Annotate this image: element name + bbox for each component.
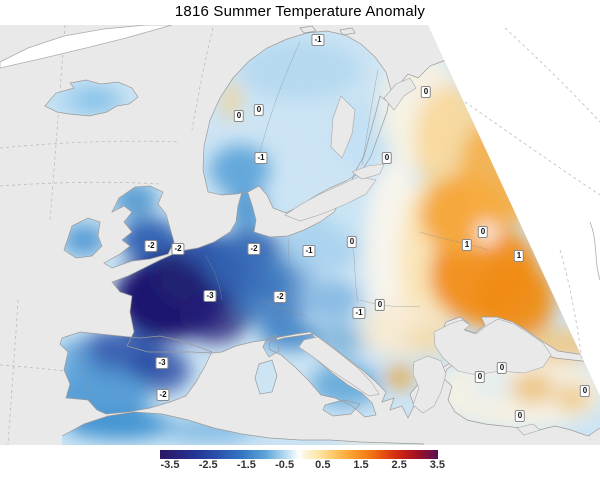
contour-label: 0 bbox=[514, 410, 526, 422]
contour-label: 0 bbox=[253, 104, 265, 116]
contour-label: -1 bbox=[302, 245, 316, 257]
adriatic-sea bbox=[298, 336, 380, 397]
contour-label: -2 bbox=[247, 243, 261, 255]
colorbar-tick: 1.5 bbox=[353, 459, 369, 471]
black-sea bbox=[433, 318, 552, 376]
contour-label: -2 bbox=[156, 389, 170, 401]
contour-label: 0 bbox=[374, 299, 386, 311]
contour-label: -2 bbox=[273, 291, 287, 303]
contour-label: 0 bbox=[579, 385, 591, 397]
europe-anomaly-map bbox=[0, 25, 600, 445]
colorbar-tick: 0.5 bbox=[315, 459, 331, 471]
interior-seas bbox=[284, 77, 552, 436]
contour-label: -1 bbox=[352, 307, 366, 319]
baltic-sea bbox=[284, 176, 377, 222]
greenland-coast bbox=[0, 25, 173, 69]
caspian-coast bbox=[589, 221, 600, 281]
aegean-sea bbox=[412, 355, 447, 414]
contour-label: 0 bbox=[420, 86, 432, 98]
gulf-of-finland bbox=[351, 163, 385, 180]
contour-label: -2 bbox=[144, 240, 158, 252]
contour-label: -2 bbox=[171, 243, 185, 255]
contour-label: 0 bbox=[233, 110, 245, 122]
contour-label: -3 bbox=[203, 290, 217, 302]
figure-title: 1816 Summer Temperature Anomaly bbox=[174, 3, 426, 20]
contour-label: 1 bbox=[513, 250, 525, 262]
contour-label: -1 bbox=[311, 34, 325, 46]
contour-label: 0 bbox=[496, 362, 508, 374]
country-borders bbox=[77, 41, 489, 401]
colorbar-tick: -2.5 bbox=[198, 459, 218, 471]
colorbar-tick: 3.5 bbox=[429, 459, 446, 471]
contour-label: 1 bbox=[461, 239, 473, 251]
white-sea bbox=[383, 77, 417, 111]
colorbar-tick: -0.5 bbox=[275, 459, 295, 471]
colorbar-gradient bbox=[160, 450, 438, 459]
colorbar-tick-labels: -3.5 -2.5 -1.5 -0.5 0.5 1.5 2.5 3.5 bbox=[160, 459, 446, 474]
colorbar-tick: -1.5 bbox=[236, 459, 256, 471]
colorbar-tick: -3.5 bbox=[160, 459, 180, 471]
cyprus bbox=[516, 423, 541, 436]
colorbar-tick: 2.5 bbox=[391, 459, 407, 471]
contour-label: 0 bbox=[381, 152, 393, 164]
gulf-of-bothnia bbox=[330, 95, 356, 159]
out-of-domain-land bbox=[0, 25, 600, 281]
graticule-lines bbox=[0, 25, 600, 445]
contour-label: 0 bbox=[477, 226, 489, 238]
contour-label: 0 bbox=[346, 236, 358, 248]
map-panel: -1 0 0 -1 0 0 -2 -2 -2 -1 0 -3 -2 -1 0 0 1 1 -3 -2 0 0 0 0 bbox=[0, 25, 600, 445]
contour-label: -3 bbox=[155, 357, 169, 369]
contour-label: -1 bbox=[254, 152, 268, 164]
contour-label: 0 bbox=[474, 371, 486, 383]
